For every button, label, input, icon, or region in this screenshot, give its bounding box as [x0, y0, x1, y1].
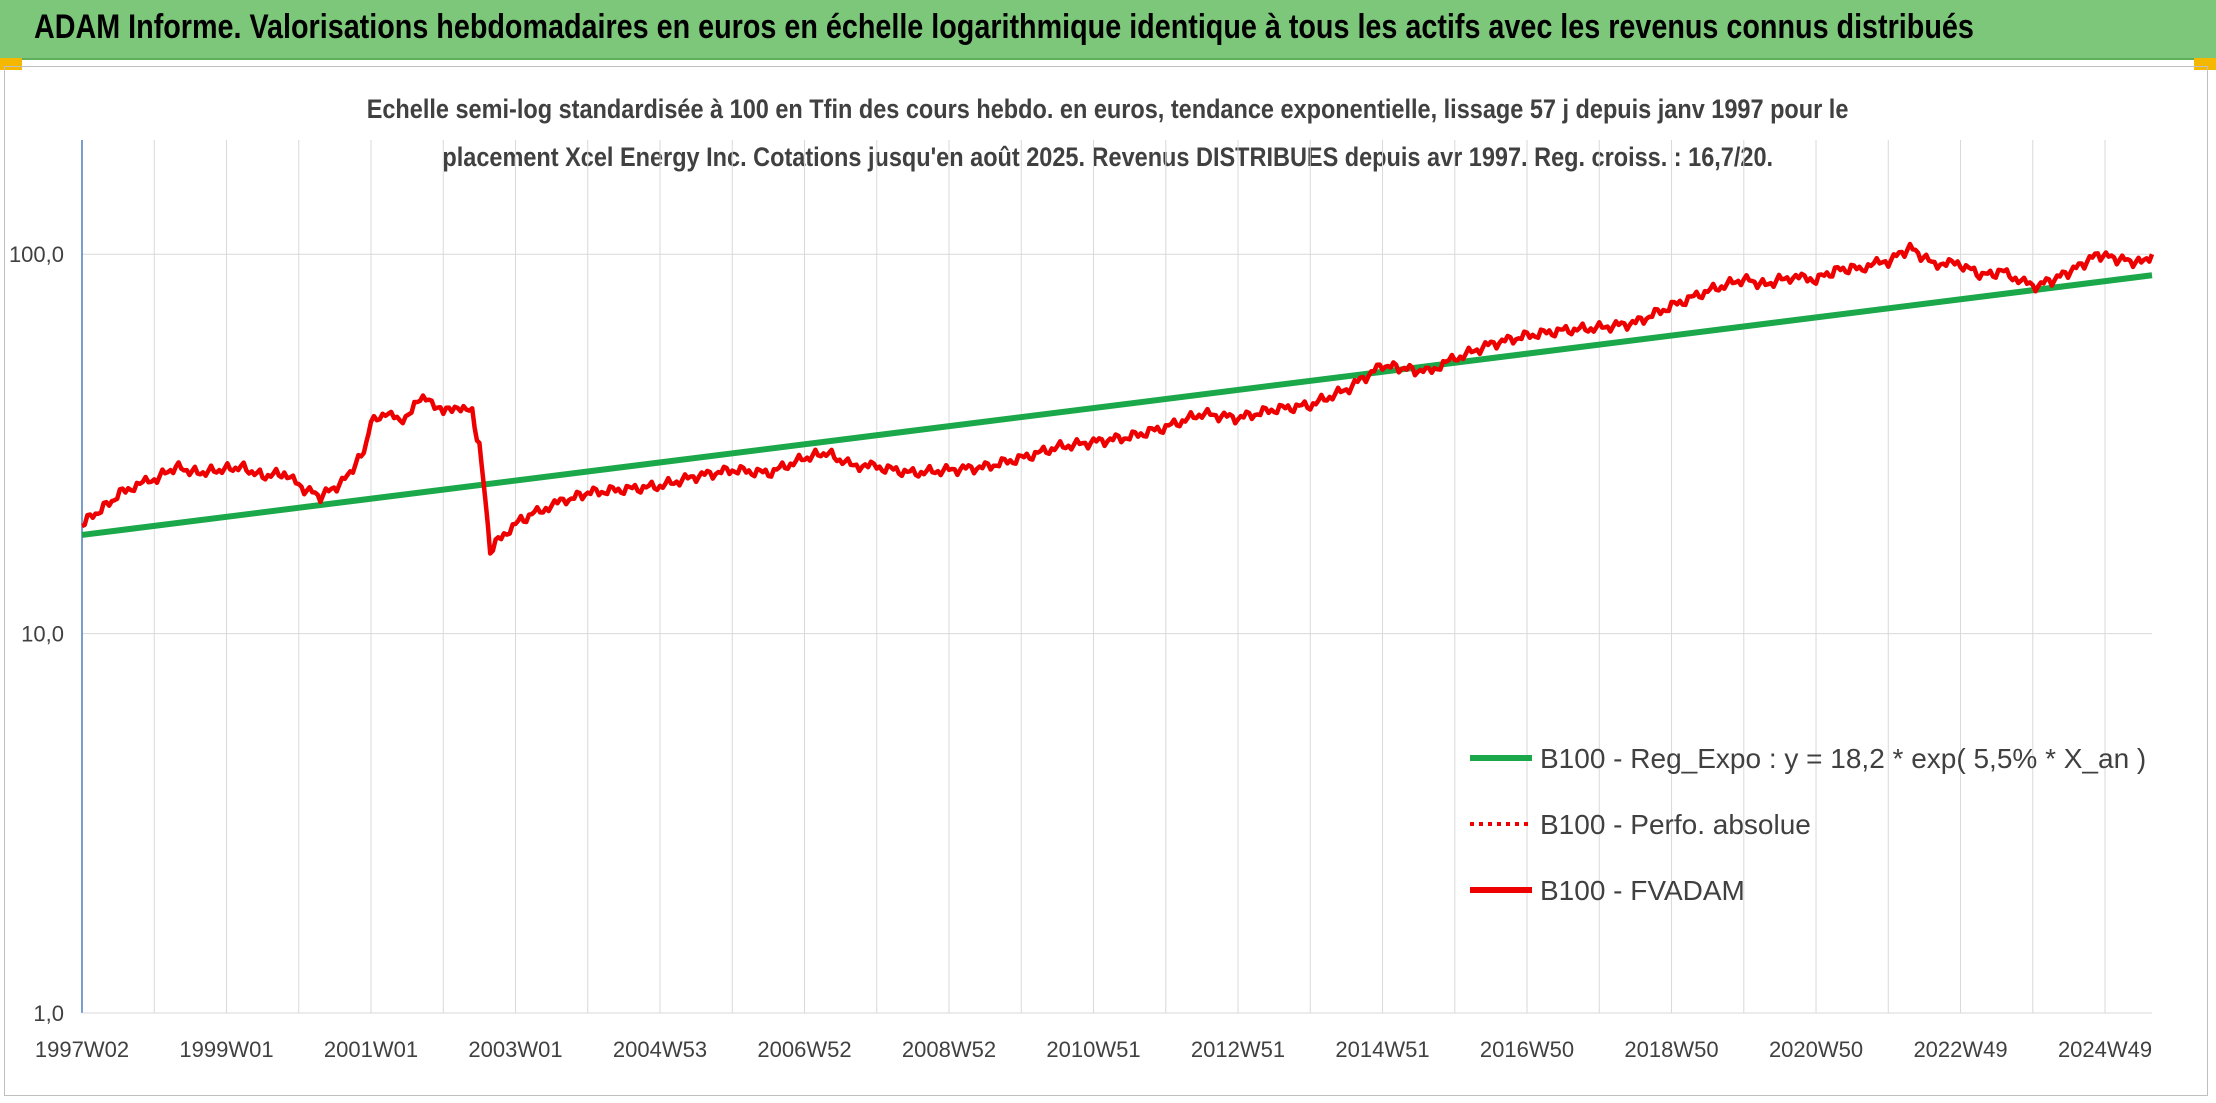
- x-tick-label: 2022W49: [1913, 1037, 2007, 1062]
- x-tick-label: 2010W51: [1046, 1037, 1140, 1062]
- right-corner-marker: [2194, 58, 2216, 70]
- report-title: ADAM Informe. Valorisations hebdomadaire…: [34, 8, 1974, 46]
- x-tick-label: 1997W02: [35, 1037, 129, 1062]
- x-tick-label: 1999W01: [179, 1037, 273, 1062]
- chart-frame: [4, 66, 2208, 1096]
- left-corner-marker: [0, 58, 22, 70]
- x-tick-label: 2024W49: [2058, 1037, 2152, 1062]
- x-tick-label: 2016W50: [1480, 1037, 1574, 1062]
- x-tick-label: 2008W52: [902, 1037, 996, 1062]
- price-line: [81, 241, 2155, 556]
- legend-label: B100 - Reg_Expo : y = 18,2 * exp( 5,5% *…: [1540, 743, 2146, 774]
- chart-subtitle-line-1: Echelle semi-log standardisée à 100 en T…: [367, 94, 1849, 124]
- y-tick-label: 1,0: [33, 1001, 64, 1026]
- x-tick-label: 2018W50: [1624, 1037, 1718, 1062]
- x-tick-label: 2006W52: [757, 1037, 851, 1062]
- report-header: ADAM Informe. Valorisations hebdomadaire…: [0, 0, 2216, 60]
- x-tick-label: 2012W51: [1191, 1037, 1285, 1062]
- legend-label: B100 - FVADAM: [1540, 875, 1745, 906]
- x-tick-label: 2003W01: [468, 1037, 562, 1062]
- x-tick-label: 2001W01: [324, 1037, 418, 1062]
- legend-label: B100 - Perfo. absolue: [1540, 809, 1811, 840]
- x-tick-label: 2014W51: [1335, 1037, 1429, 1062]
- trend-line: [81, 272, 2153, 538]
- x-tick-label: 2004W53: [613, 1037, 707, 1062]
- chart-subtitle-line-2: placement Xcel Energy Inc. Cotations jus…: [442, 142, 1774, 172]
- y-tick-label: 100,0: [9, 242, 64, 267]
- x-tick-label: 2020W50: [1769, 1037, 1863, 1062]
- y-tick-label: 10,0: [21, 622, 64, 647]
